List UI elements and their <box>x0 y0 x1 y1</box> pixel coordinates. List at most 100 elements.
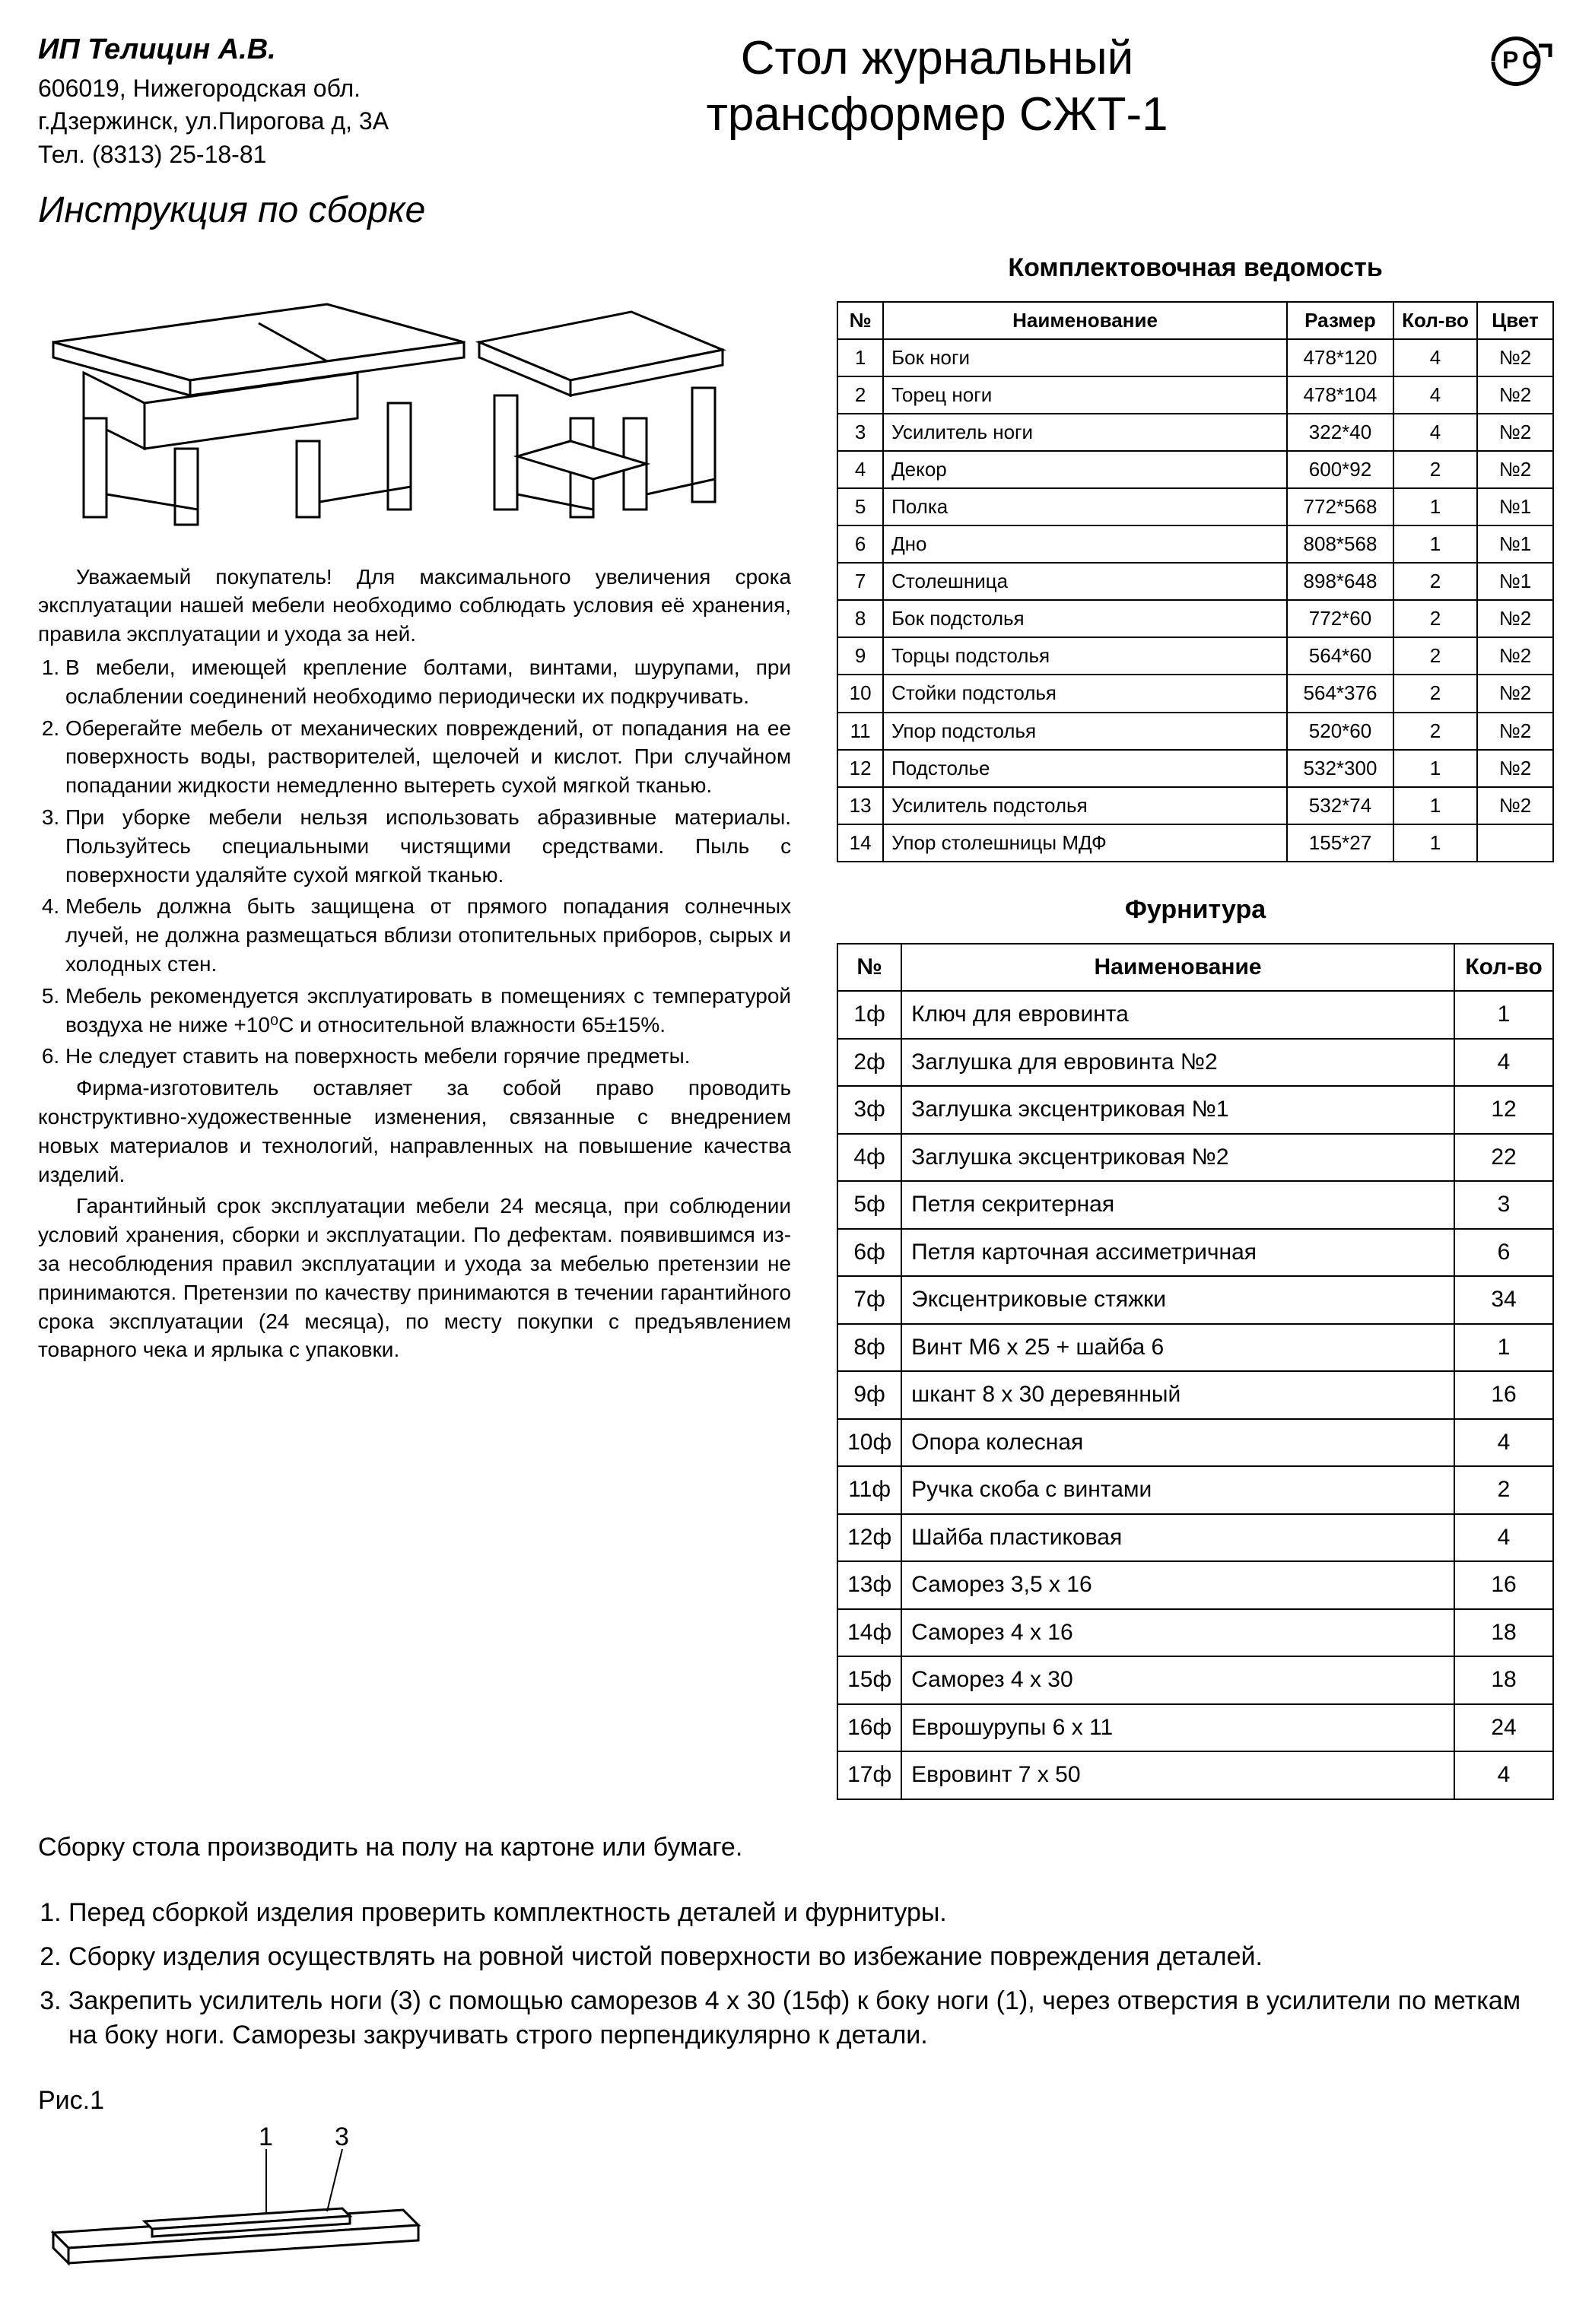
table-row: 12Подстолье532*3001№2 <box>837 750 1553 787</box>
table-cell: 520*60 <box>1287 713 1393 750</box>
table-cell: 4 <box>1454 1419 1553 1467</box>
cert-mark-icon: Р С <box>1486 30 1554 91</box>
product-drawing <box>38 251 791 540</box>
table-row: 7Столешница898*6482№1 <box>837 563 1553 600</box>
table-cell: №2 <box>1477 750 1553 787</box>
table-cell: 24 <box>1454 1704 1553 1752</box>
table-cell: 1 <box>1393 787 1477 824</box>
table-cell: Бок ноги <box>883 339 1287 376</box>
table-row: 17фЕвровинт 7 х 504 <box>837 1751 1553 1799</box>
table-cell: №2 <box>1477 637 1553 675</box>
table-cell: Торцы подстолья <box>883 637 1287 675</box>
table-cell: 808*568 <box>1287 525 1393 563</box>
table-cell: Торец ноги <box>883 376 1287 414</box>
table-row: 10Стойки подстолья564*3762№2 <box>837 675 1553 712</box>
hardware-section: Фурнитура №НаименованиеКол-во 1фКлюч для… <box>837 893 1554 1800</box>
parts-col-header: Наименование <box>883 302 1287 339</box>
table-row: 9Торцы подстолья564*602№2 <box>837 637 1553 675</box>
table-cell: 155*27 <box>1287 824 1393 862</box>
table-cell: 11ф <box>837 1466 901 1514</box>
company-block: ИП Телицин А.В. 606019, Нижегородская об… <box>38 30 389 171</box>
table-cell: Саморез 3,5 х 16 <box>901 1561 1454 1609</box>
list-item: Перед сборкой изделия проверить комплект… <box>68 1896 1554 1931</box>
two-column-layout: Уважаемый покупатель! Для максимального … <box>38 251 1554 1800</box>
table-row: 8фВинт М6 х 25 + шайба 61 <box>837 1324 1553 1372</box>
bottom-note: Сборку стола производить на полу на карт… <box>38 1830 1554 1865</box>
table-cell: Стойки подстолья <box>883 675 1287 712</box>
hardware-heading: Фурнитура <box>837 893 1554 928</box>
after-paragraph-2: Гарантийный срок эксплуатации мебели 24 … <box>38 1192 791 1364</box>
table-cell <box>1477 824 1553 862</box>
table-cell: Винт М6 х 25 + шайба 6 <box>901 1324 1454 1372</box>
table-row: 2Торец ноги478*1044№2 <box>837 376 1553 414</box>
callout-3: 3 <box>335 2126 349 2151</box>
table-cell: 898*648 <box>1287 563 1393 600</box>
parts-col-header: Размер <box>1287 302 1393 339</box>
table-cell: №2 <box>1477 600 1553 637</box>
table-cell: 12 <box>1454 1086 1553 1134</box>
table-cell: 2 <box>1393 637 1477 675</box>
table-cell: 7 <box>837 563 883 600</box>
table-cell: шкант 8 х 30 деревянный <box>901 1371 1454 1419</box>
main-title-line2: трансформер СЖТ-1 <box>419 87 1455 143</box>
table-cell: 4 <box>1393 376 1477 414</box>
table-cell: 5 <box>837 488 883 525</box>
table-row: 15фСаморез 4 х 3018 <box>837 1656 1553 1704</box>
table-row: 11Упор подстолья520*602№2 <box>837 713 1553 750</box>
table-row: 11фРучка скоба с винтами2 <box>837 1466 1553 1514</box>
table-cell: Саморез 4 х 30 <box>901 1656 1454 1704</box>
right-column: Комплектовочная ведомость №НаименованиеР… <box>837 251 1554 1800</box>
table-cell: Евровинт 7 х 50 <box>901 1751 1454 1799</box>
table-cell: 17ф <box>837 1751 901 1799</box>
table-cell: 16 <box>1454 1371 1553 1419</box>
table-cell: Ключ для евровинта <box>901 991 1454 1039</box>
table-cell: 3 <box>837 414 883 451</box>
table-row: 3Усилитель ноги322*404№2 <box>837 414 1553 451</box>
table-cell: 15ф <box>837 1656 901 1704</box>
hw-col-header: Наименование <box>901 944 1454 992</box>
table-cell: 564*60 <box>1287 637 1393 675</box>
list-item: Сборку изделия осуществлять на ровной чи… <box>68 1940 1554 1975</box>
table-row: 13фСаморез 3,5 х 1616 <box>837 1561 1553 1609</box>
table-cell: №2 <box>1477 787 1553 824</box>
title-block: Стол журнальный трансформер СЖТ-1 <box>389 30 1486 144</box>
list-item: При уборке мебели нельзя использовать аб… <box>65 803 791 889</box>
table-cell: №2 <box>1477 675 1553 712</box>
figure-1-drawing: 1 3 <box>38 2126 1554 2294</box>
svg-text:С: С <box>1522 46 1540 74</box>
table-row: 7фЭксцентриковые стяжки34 <box>837 1276 1553 1324</box>
table-cell: №2 <box>1477 451 1553 488</box>
list-item: Мебель должна быть защищена от прямого п… <box>65 892 791 978</box>
table-row: 5фПетля секритерная3 <box>837 1181 1553 1229</box>
list-item: Закрепить усилитель ноги (3) с помощью с… <box>68 1984 1554 2054</box>
table-cell: 6 <box>1454 1229 1553 1277</box>
table-cell: 18 <box>1454 1656 1553 1704</box>
header: ИП Телицин А.В. 606019, Нижегородская об… <box>38 30 1554 171</box>
table-cell: 772*60 <box>1287 600 1393 637</box>
left-column: Уважаемый покупатель! Для максимального … <box>38 251 791 1800</box>
hardware-table: №НаименованиеКол-во 1фКлюч для евровинта… <box>837 943 1554 1800</box>
table-cell: Заглушка эксцентриковая №2 <box>901 1134 1454 1182</box>
table-cell: 5ф <box>837 1181 901 1229</box>
table-cell: Опора колесная <box>901 1419 1454 1467</box>
table-row: 8Бок подстолья772*602№2 <box>837 600 1553 637</box>
table-cell: 2 <box>1393 451 1477 488</box>
table-row: 12фШайба пластиковая4 <box>837 1514 1553 1562</box>
table-cell: 4 <box>1454 1751 1553 1799</box>
table-cell: 4ф <box>837 1134 901 1182</box>
table-cell: 4 <box>837 451 883 488</box>
table-cell: 9 <box>837 637 883 675</box>
company-addr2: г.Дзержинск, ул.Пирогова д, 3А <box>38 105 389 138</box>
table-cell: Шайба пластиковая <box>901 1514 1454 1562</box>
table-cell: Упор столешницы МДФ <box>883 824 1287 862</box>
table-cell: Ручка скоба с винтами <box>901 1466 1454 1514</box>
table-cell: Саморез 4 х 16 <box>901 1609 1454 1657</box>
table-row: 4Декор600*922№2 <box>837 451 1553 488</box>
table-cell: №1 <box>1477 525 1553 563</box>
table-cell: 10 <box>837 675 883 712</box>
table-row: 14Упор столешницы МДФ155*271 <box>837 824 1553 862</box>
table-cell: №1 <box>1477 563 1553 600</box>
table-cell: Полка <box>883 488 1287 525</box>
instruction-heading: Инструкция по сборке <box>38 186 1554 236</box>
table-cell: 532*74 <box>1287 787 1393 824</box>
